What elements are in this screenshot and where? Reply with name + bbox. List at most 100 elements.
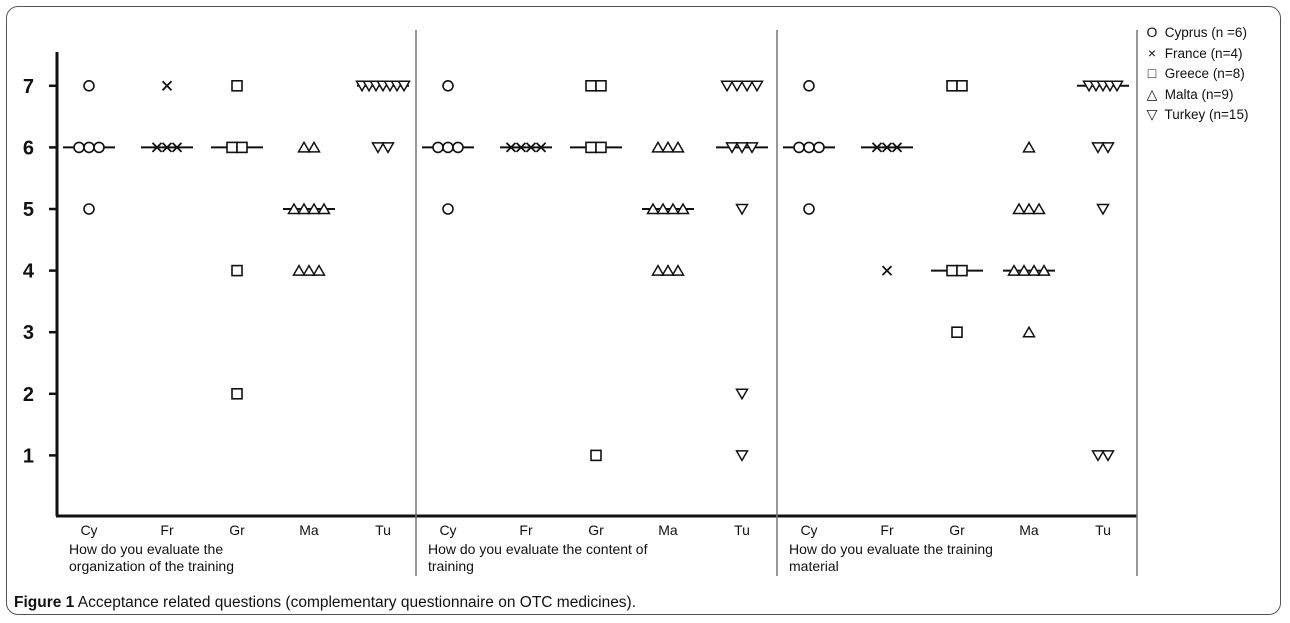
legend: O Cyprus (n =6) × France (n=4) □ Greece (n… <box>1143 22 1249 125</box>
data-point-ma-5 <box>1022 202 1036 215</box>
data-point-tu-6 <box>745 142 759 154</box>
data-point-tu-6 <box>725 142 739 154</box>
x-category-label: Ma <box>658 522 678 538</box>
data-point-ma-4 <box>661 264 675 276</box>
data-point-ma-5 <box>1032 202 1046 215</box>
data-point-ma-5 <box>646 202 660 215</box>
data-point-ma-4 <box>671 264 685 276</box>
data-point-ma-6 <box>1022 140 1036 153</box>
data-point-gr-7 <box>231 80 243 92</box>
triangle-up-marker-icon: △ <box>1146 85 1158 102</box>
x-category-label: Cy <box>800 522 817 538</box>
data-point-ma-6 <box>297 140 311 153</box>
data-point-ma-5 <box>307 202 321 215</box>
data-point-cy-6 <box>83 141 95 154</box>
data-point-ma-4 <box>312 264 326 276</box>
panel-label-line: organization of the training <box>69 558 234 574</box>
data-point-tu-6 <box>735 142 749 154</box>
data-point-cy-6 <box>442 141 454 154</box>
panel-label-line: How do you evaluate the content of <box>428 541 648 557</box>
x-category-label: Ma <box>299 522 319 538</box>
data-point-fr-6 <box>891 142 903 153</box>
data-point-fr-6 <box>171 142 183 153</box>
legend-count: (n=15) <box>1209 107 1249 122</box>
data-point-ma-5 <box>656 202 670 215</box>
data-point-tu-1 <box>735 450 749 462</box>
data-point-tu-6 <box>1091 142 1105 154</box>
legend-item-greece: □ Greece (n=8) <box>1143 63 1248 84</box>
legend-label: Malta <box>1164 86 1198 102</box>
data-point-ma-6 <box>671 140 685 153</box>
data-point-fr-6 <box>525 142 537 153</box>
data-point-fr-6 <box>881 142 893 153</box>
y-tick-label: 6 <box>23 137 34 159</box>
data-point-cy-7 <box>83 80 95 92</box>
panel-label-line: material <box>789 558 839 574</box>
data-point-gr-4 <box>231 264 243 277</box>
x-category-label: Fr <box>519 522 533 538</box>
y-tick-label: 3 <box>23 322 34 344</box>
data-point-ma-6 <box>661 140 675 153</box>
data-point-cy-5 <box>442 203 454 215</box>
data-point-tu-6 <box>381 142 395 154</box>
data-point-cy-6 <box>452 141 464 154</box>
legend-count: (n=8) <box>1212 66 1245 81</box>
data-point-fr-4 <box>881 265 893 276</box>
data-point-cy-5 <box>83 203 95 215</box>
data-point-gr-7 <box>585 80 597 92</box>
caption-label: Figure 1 <box>14 594 75 611</box>
x-category-label: Fr <box>160 522 174 538</box>
data-point-tu-7 <box>720 80 734 93</box>
y-tick-label: 4 <box>23 261 35 283</box>
cross-marker-icon: × <box>1147 44 1157 61</box>
data-point-tu-7 <box>1110 80 1124 93</box>
data-point-cy-6 <box>813 141 825 154</box>
x-category-label: Gr <box>949 522 965 538</box>
legend-item-malta: △ Malta (n=9) <box>1143 84 1248 105</box>
data-point-cy-6 <box>803 141 815 154</box>
data-point-ma-4 <box>292 264 306 276</box>
data-point-ma-5 <box>297 202 311 215</box>
data-point-tu-7 <box>750 80 764 93</box>
data-point-gr-6 <box>595 141 607 154</box>
data-point-gr-4 <box>946 264 958 277</box>
legend-count: (n =6) <box>1211 25 1247 40</box>
data-point-gr-7 <box>946 80 958 92</box>
data-point-fr-6 <box>505 142 517 153</box>
data-point-ma-6 <box>651 140 665 153</box>
data-point-gr-6 <box>585 141 597 154</box>
data-point-gr-6 <box>226 141 238 154</box>
data-point-fr-6 <box>151 142 163 153</box>
data-point-ma-4 <box>302 264 316 276</box>
data-point-ma-4 <box>651 264 665 276</box>
x-category-label: Tu <box>734 522 750 538</box>
data-point-tu-1 <box>1101 450 1115 462</box>
data-point-tu-6 <box>1101 142 1115 154</box>
data-point-ma-4 <box>1007 264 1021 276</box>
y-tick-label: 1 <box>23 445 34 467</box>
data-point-cy-6 <box>73 141 85 154</box>
data-point-gr-6 <box>236 141 248 154</box>
data-point-fr-6 <box>535 142 547 153</box>
figure-frame <box>6 6 1281 615</box>
panel-label-line: training <box>428 558 474 574</box>
y-tick-label: 7 <box>23 76 34 98</box>
data-point-ma-5 <box>666 202 680 215</box>
data-point-gr-2 <box>231 387 243 400</box>
data-point-gr-1 <box>590 449 602 462</box>
data-point-ma-4 <box>1027 264 1041 276</box>
caption-text: Acceptance related questions (complement… <box>77 594 637 611</box>
data-point-fr-6 <box>161 142 173 153</box>
x-category-label: Ma <box>1019 522 1039 538</box>
triangle-down-marker-icon: ▽ <box>1146 106 1158 122</box>
data-point-ma-6 <box>307 140 321 153</box>
data-point-tu-7 <box>730 80 744 93</box>
legend-item-turkey: ▽ Turkey (n=15) <box>1143 104 1249 125</box>
data-point-ma-4 <box>1017 264 1031 276</box>
figure-caption: Figure 1 Acceptance related questions (c… <box>14 594 636 612</box>
data-point-cy-6 <box>793 141 805 154</box>
data-point-fr-6 <box>871 142 883 153</box>
data-point-tu-7 <box>397 80 411 93</box>
data-point-tu-7 <box>740 80 754 93</box>
panel-label-line: How do you evaluate the <box>69 541 223 557</box>
